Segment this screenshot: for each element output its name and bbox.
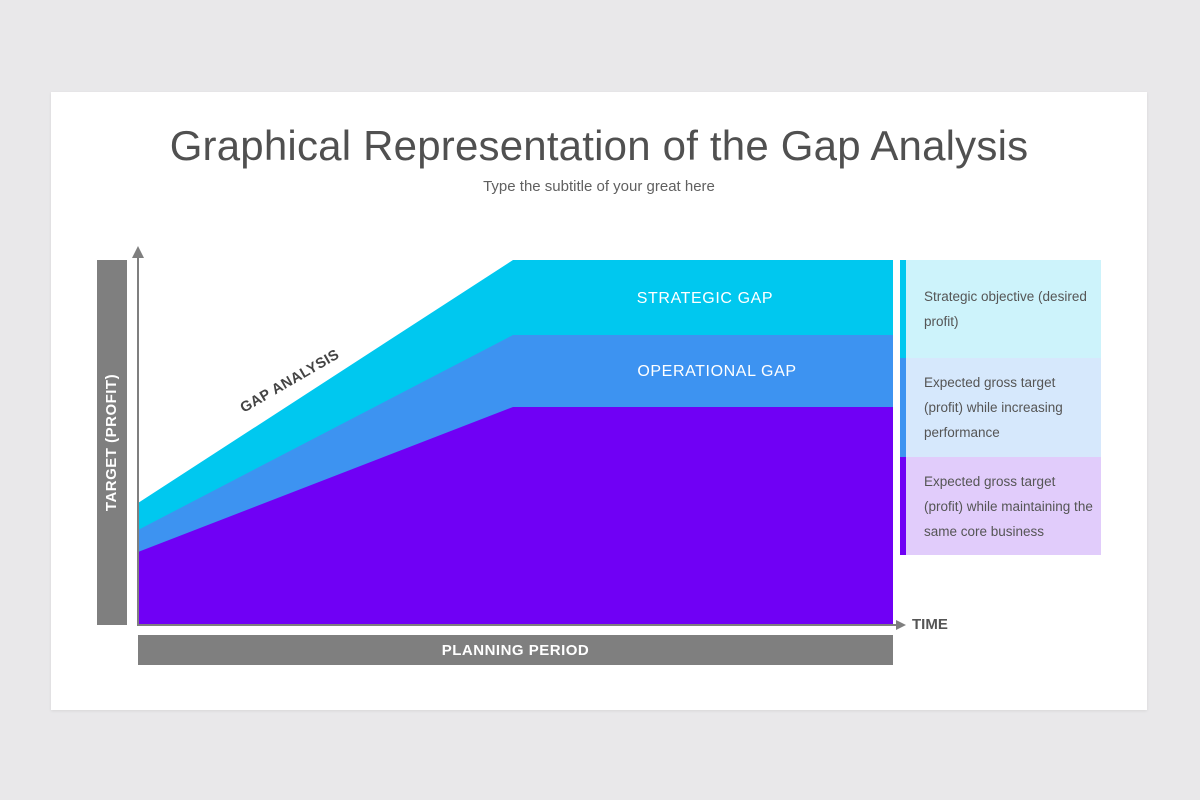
band-core — [138, 406, 893, 624]
legend-core: Expected gross target (profit) while mai… — [900, 457, 1101, 555]
legend-operational: Expected gross target (profit) while inc… — [900, 358, 1101, 457]
band-strategic — [138, 260, 893, 530]
y-axis-arrow — [132, 246, 144, 258]
legend-text-core: Expected gross target (profit) while mai… — [924, 473, 1093, 539]
band-label-strategic: STRATEGIC GAP — [637, 290, 773, 307]
x-axis-arrow — [896, 620, 906, 630]
x-axis-bar: PLANNING PERIOD — [138, 635, 893, 665]
band-operational — [138, 334, 893, 552]
legend-strip-core — [900, 457, 906, 555]
slide-panel: Graphical Representation of the Gap Anal… — [51, 92, 1147, 710]
band-label-operational: OPERATIONAL GAP — [637, 363, 796, 380]
slide-subtitle: Type the subtitle of your great here — [483, 178, 715, 195]
y-axis-bar — [97, 260, 127, 625]
x-axis-label: PLANNING PERIOD — [441, 641, 590, 659]
legend-strategic: Strategic objective (desired profit) — [900, 260, 1101, 358]
legend-strip-operational — [900, 358, 906, 457]
legend-strip-strategic — [900, 260, 906, 358]
gap-analysis-diagram: STRATEGIC GAP OPERATIONAL GAP GAP ANALYS… — [132, 246, 906, 630]
time-axis-label: TIME — [912, 616, 948, 633]
legend-text-strategic: Strategic objective (desired profit) — [924, 289, 1087, 329]
legend-text-operational: Expected gross target (profit) while inc… — [924, 375, 1063, 440]
slide-title: Graphical Representation of the Gap Anal… — [169, 122, 1029, 169]
